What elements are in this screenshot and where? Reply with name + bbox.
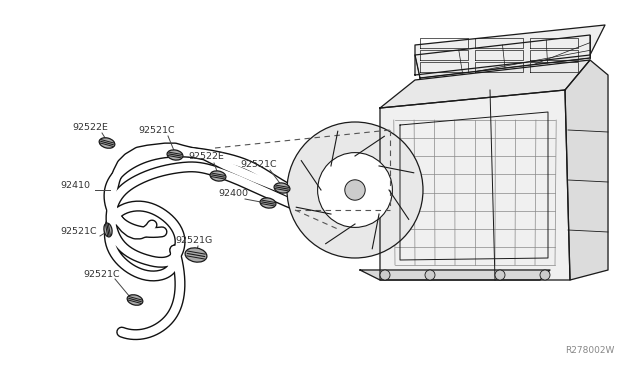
Polygon shape: [380, 90, 570, 280]
Polygon shape: [415, 35, 590, 78]
Ellipse shape: [274, 183, 290, 193]
Ellipse shape: [104, 223, 112, 237]
Circle shape: [287, 122, 423, 258]
Text: 92521C: 92521C: [60, 227, 97, 236]
Text: 92521C: 92521C: [83, 270, 120, 279]
Polygon shape: [415, 25, 605, 75]
Text: 92521C: 92521C: [240, 160, 276, 169]
Circle shape: [425, 270, 435, 280]
Ellipse shape: [185, 248, 207, 262]
Circle shape: [495, 270, 505, 280]
Ellipse shape: [260, 198, 276, 208]
Text: 92522E: 92522E: [188, 152, 224, 161]
Circle shape: [345, 180, 365, 200]
Polygon shape: [360, 270, 550, 280]
Ellipse shape: [127, 295, 143, 305]
Text: 92400: 92400: [218, 189, 248, 198]
Text: 92410: 92410: [60, 181, 90, 190]
Text: 92521G: 92521G: [175, 236, 212, 245]
Text: 92521C: 92521C: [138, 126, 175, 135]
Ellipse shape: [167, 150, 183, 160]
Polygon shape: [565, 60, 608, 280]
Text: 92522E: 92522E: [72, 123, 108, 132]
Ellipse shape: [210, 171, 226, 181]
Text: R278002W: R278002W: [566, 346, 615, 355]
Circle shape: [380, 270, 390, 280]
Polygon shape: [380, 60, 590, 108]
Circle shape: [540, 270, 550, 280]
Ellipse shape: [99, 138, 115, 148]
Circle shape: [317, 153, 392, 227]
